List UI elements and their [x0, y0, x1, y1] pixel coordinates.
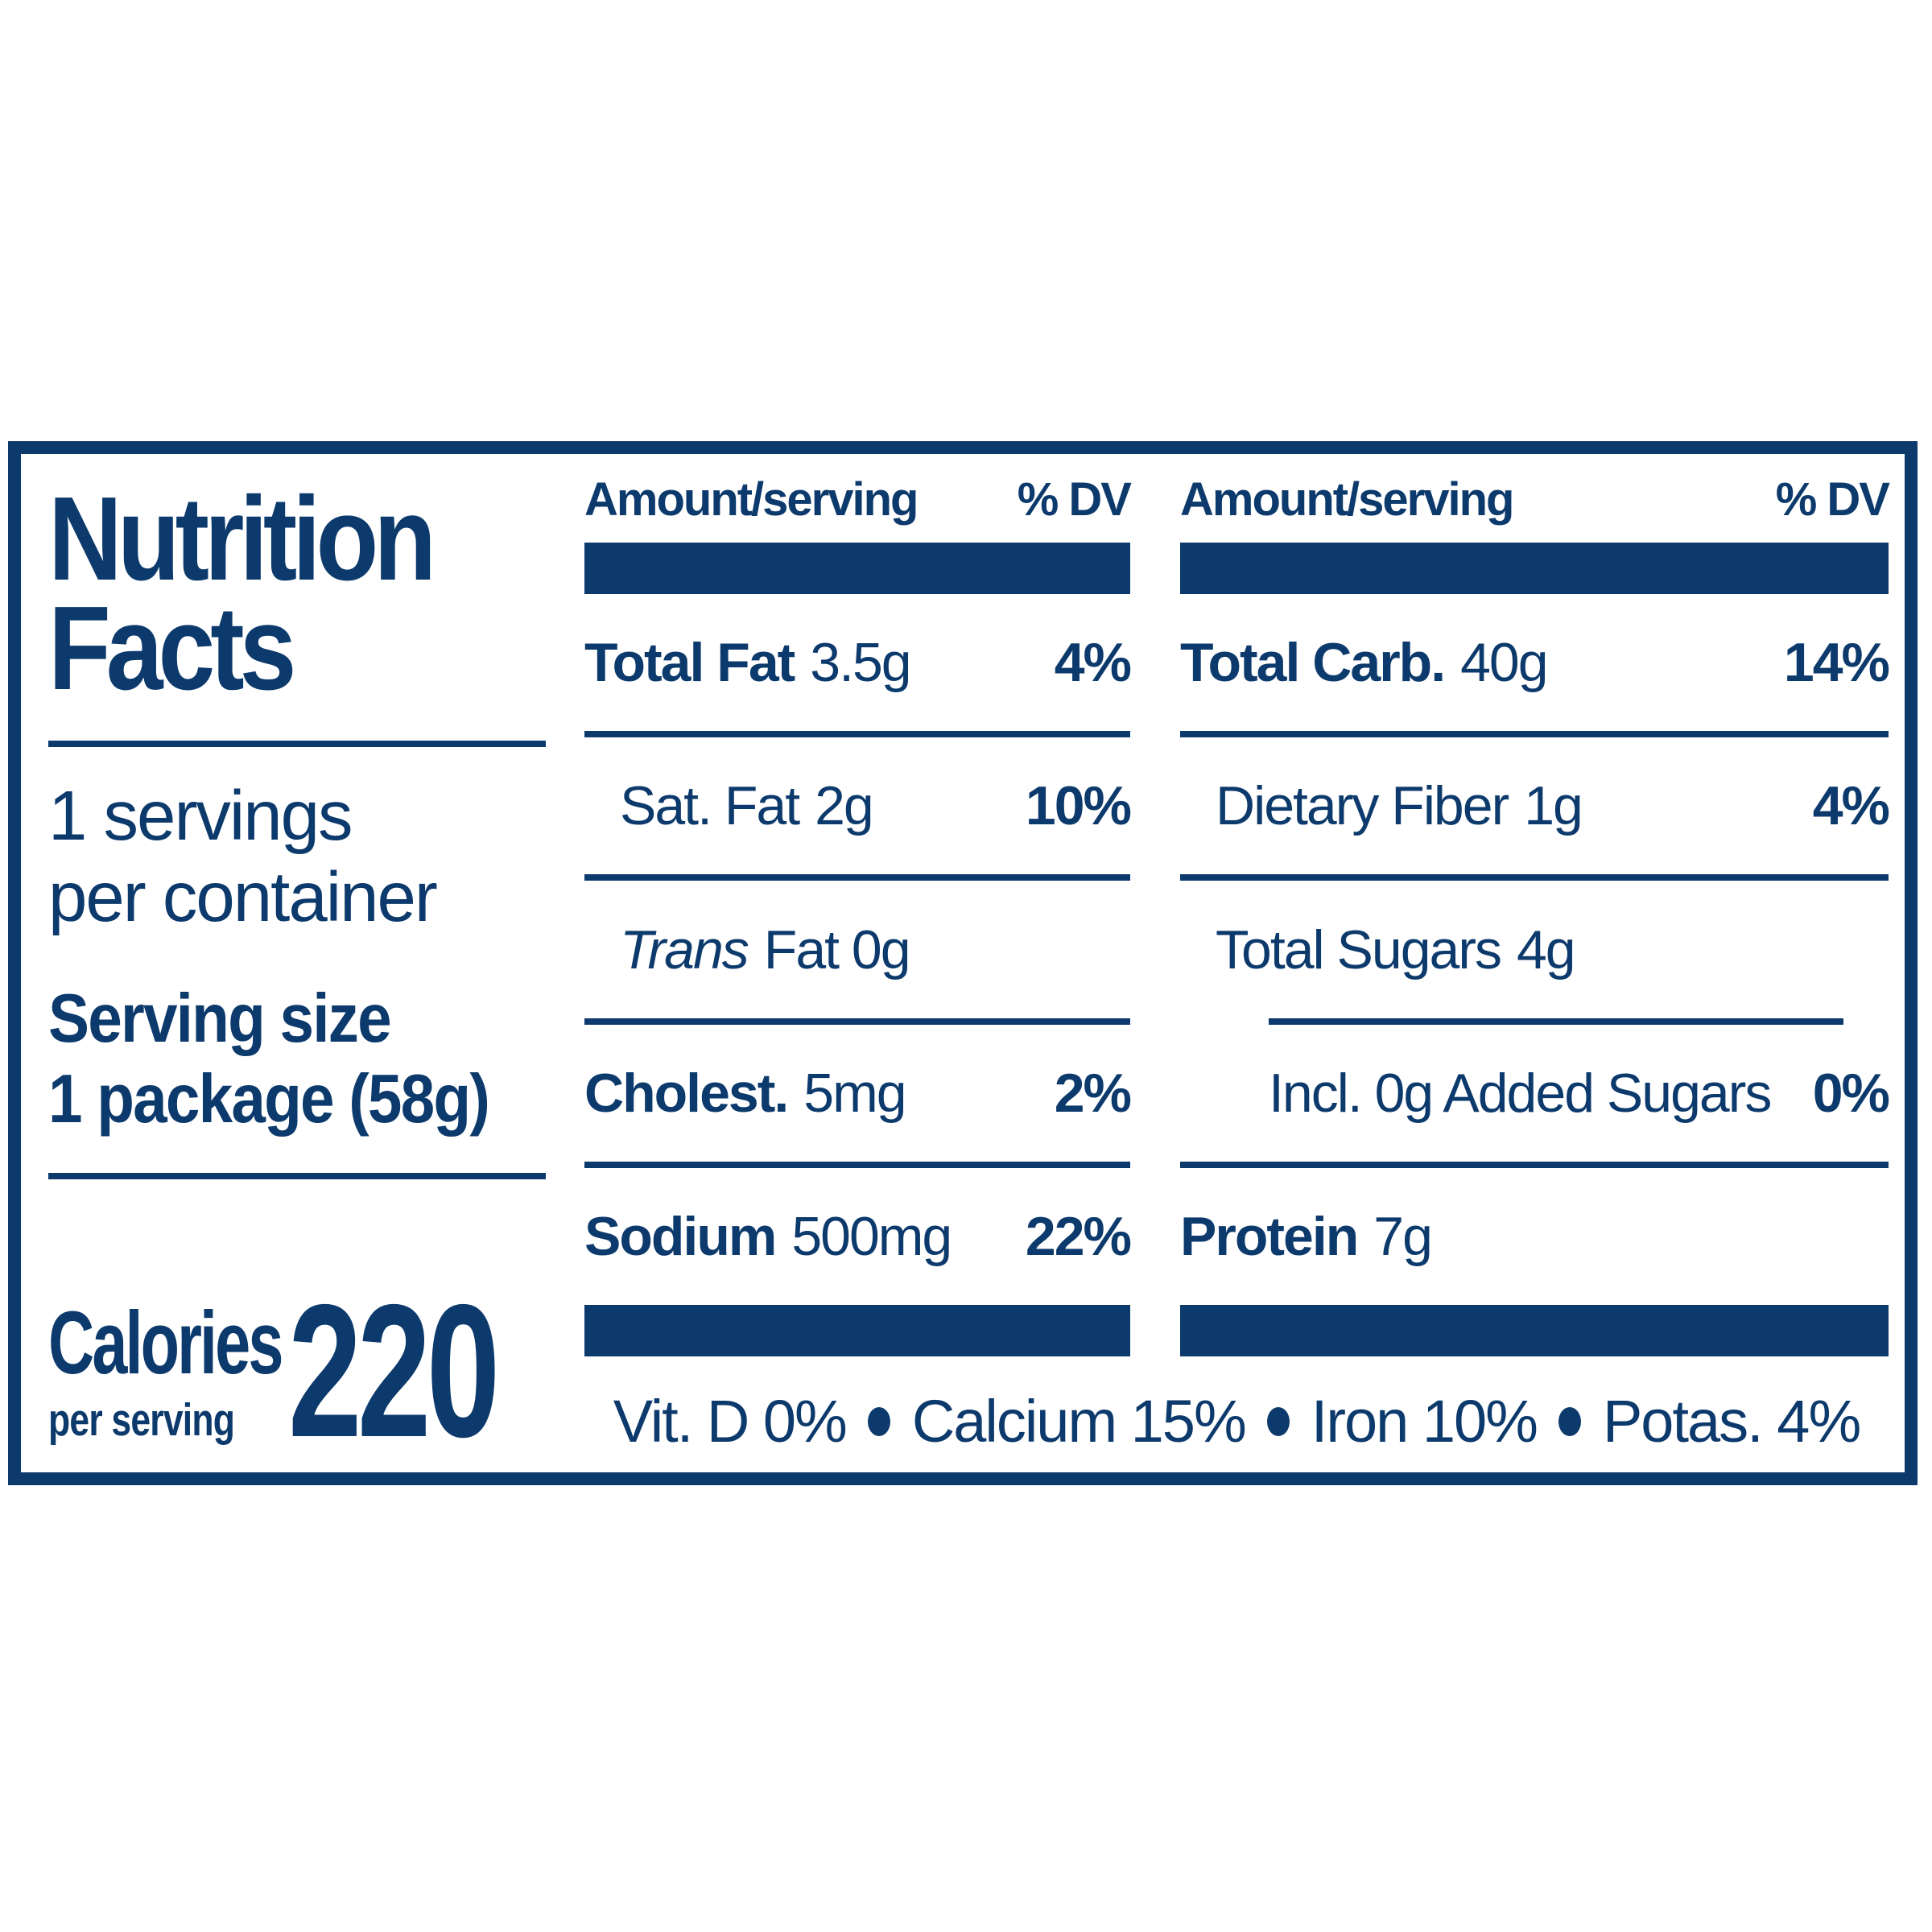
nutrient-name: Total Carb. — [1180, 632, 1446, 694]
nutrient-daily-value: 2% — [1054, 1062, 1132, 1124]
nutrient-amount: 2g — [815, 775, 874, 837]
bullet-separator — [1266, 1407, 1290, 1436]
divider-rule — [48, 1173, 546, 1179]
nutrient-amount: 5mg — [803, 1062, 906, 1124]
nutrient-name: Sat. Fat — [620, 775, 800, 837]
nutrient-amount: 7g — [1373, 1205, 1433, 1267]
thick-bar — [1180, 543, 1889, 594]
serving-size-value: 1 package (58g) — [48, 1060, 490, 1137]
calories-value: 220 — [288, 1265, 500, 1476]
nutrient-row: Total Fat 3.5g 4% — [584, 594, 1132, 731]
serving-size-block: Serving size 1 package (58g) — [48, 979, 496, 1139]
nutrient-amount: 40g — [1460, 632, 1548, 694]
nutrient-name: Protein — [1180, 1205, 1359, 1267]
separator-rule — [584, 1161, 1130, 1168]
nutrient-name: Total Fat — [584, 632, 795, 694]
label-left-column: Nutrition Facts 1 servings per container… — [48, 473, 546, 1476]
title-line-1: Nutrition — [48, 473, 436, 605]
separator-rule — [1180, 1161, 1889, 1168]
separator-rule — [1180, 874, 1889, 881]
separator-rule — [1180, 731, 1889, 738]
thick-bar — [584, 543, 1130, 594]
nutrient-amount: 3.5g — [810, 632, 911, 694]
nutrient-name: Sodium — [584, 1205, 777, 1267]
nutrient-row: Protein 7g — [1180, 1168, 1889, 1305]
amount-serving-header: Amount/serving — [1180, 473, 1514, 526]
nutrition-facts-title: Nutrition Facts — [48, 473, 476, 716]
nutrient-name: Incl. 0g Added Sugars — [1269, 1062, 1772, 1124]
percent-dv-header: % DV — [1775, 473, 1890, 526]
calories-per-serving-label: per serving — [48, 1394, 235, 1446]
separator-rule — [584, 1018, 1130, 1025]
nutrient-name: Cholest. — [584, 1062, 789, 1124]
thick-bar — [584, 1305, 1130, 1356]
nutrient-amount: 500mg — [791, 1205, 952, 1267]
nutrient-rows: Total Carb. 40g 14% Dietary Fiber 1g 4% Total … — [1180, 594, 1890, 1305]
vitamin-item: Iron 10% — [1311, 1388, 1538, 1455]
nutrient-row: Dietary Fiber 1g 4% — [1180, 737, 1890, 874]
serving-size-label: Serving size — [48, 980, 392, 1058]
vitamin-item: Calcium 15% — [911, 1388, 1247, 1455]
nutrient-columns: Amount/serving % DV Total Fat 3.5g 4% Sat. … — [584, 473, 1890, 1356]
nutrient-name: Total Sugars — [1216, 919, 1502, 980]
nutrient-amount: 1g — [1524, 775, 1583, 837]
separator-rule — [584, 731, 1130, 738]
calories-label: Calories — [48, 1293, 283, 1393]
servings-line-1: 1 servings — [48, 777, 353, 856]
title-line-2: Facts — [48, 582, 296, 716]
nutrient-row: Sodium 500mg 22% — [584, 1168, 1132, 1305]
nutrient-name: Dietary Fiber — [1216, 775, 1509, 837]
calories-block: Calories per serving 220 — [48, 1265, 546, 1476]
nutrient-rows: Total Fat 3.5g 4% Sat. Fat 2g 10% Trans Fat 0g C… — [584, 594, 1132, 1305]
nutrient-amount: Fat 0g — [763, 919, 911, 980]
nutrient-table: Amount/serving % DV Total Fat 3.5g 4% Sat. … — [584, 473, 1890, 1451]
nutrient-daily-value: 0% — [1812, 1062, 1890, 1124]
vitamins-footer: Vit. D 0% Calcium 15% Iron 10% Potas. 4% — [584, 1356, 1889, 1451]
nutrient-amount: 4g — [1516, 919, 1576, 980]
servings-line-2: per container — [48, 858, 438, 937]
nutrient-row: Total Carb. 40g 14% — [1180, 594, 1890, 731]
nutrition-facts-label: Nutrition Facts 1 servings per container… — [8, 441, 1918, 1485]
nutrient-daily-value: 14% — [1783, 632, 1890, 694]
nutrient-name: Trans — [620, 919, 749, 980]
nutrient-daily-value: 4% — [1054, 632, 1132, 694]
thick-bar — [1180, 1305, 1889, 1356]
column-header: Amount/serving % DV — [1180, 473, 1890, 543]
nutrient-daily-value: 22% — [1025, 1205, 1132, 1267]
nutrient-row: Incl. 0g Added Sugars 0% — [1180, 1025, 1890, 1162]
bullet-separator — [1558, 1407, 1581, 1436]
calories-words: Calories per serving — [48, 1293, 372, 1447]
servings-per-container: 1 servings per container — [48, 776, 546, 939]
nutrient-row: Trans Fat 0g — [584, 881, 1130, 1018]
nutrient-column-left: Amount/serving % DV Total Fat 3.5g 4% Sat. … — [584, 473, 1132, 1356]
nutrient-column-right: Amount/serving % DV Total Carb. 40g 14% Die… — [1180, 473, 1890, 1356]
vitamin-item: Vit. D 0% — [613, 1388, 848, 1455]
bullet-separator — [867, 1407, 890, 1436]
separator-rule — [584, 874, 1130, 881]
nutrient-daily-value: 10% — [1025, 775, 1132, 837]
nutrient-row: Cholest. 5mg 2% — [584, 1025, 1132, 1162]
column-header: Amount/serving % DV — [584, 473, 1132, 543]
nutrient-row: Sat. Fat 2g 10% — [584, 737, 1132, 874]
separator-rule — [1269, 1018, 1843, 1025]
vitamin-item: Potas. 4% — [1602, 1388, 1861, 1455]
amount-serving-header: Amount/serving — [584, 473, 919, 526]
nutrient-row: Total Sugars 4g — [1180, 881, 1889, 1018]
nutrient-daily-value: 4% — [1812, 775, 1890, 837]
divider-rule — [48, 741, 546, 748]
percent-dv-header: % DV — [1017, 473, 1132, 526]
